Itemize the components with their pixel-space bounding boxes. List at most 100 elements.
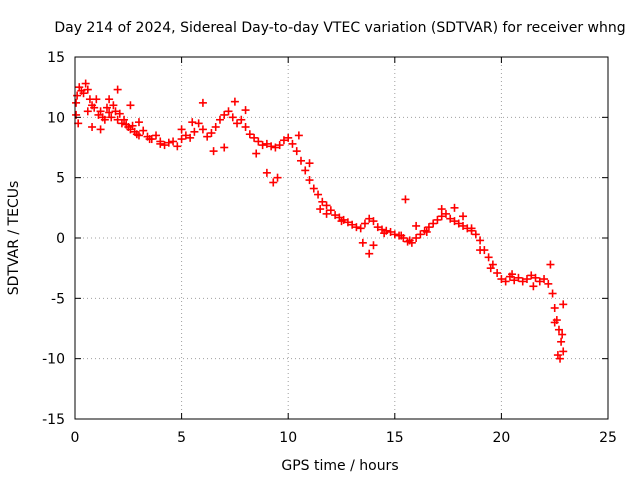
data-point bbox=[254, 137, 263, 146]
data-point bbox=[476, 236, 485, 245]
data-point bbox=[380, 229, 389, 238]
data-point bbox=[531, 273, 540, 282]
data-point bbox=[83, 107, 92, 116]
data-point bbox=[203, 132, 212, 141]
data-point bbox=[450, 217, 459, 226]
data-point bbox=[126, 101, 135, 110]
data-point bbox=[422, 227, 431, 236]
x-tick-label: 5 bbox=[177, 430, 186, 446]
data-point bbox=[397, 231, 406, 240]
data-point bbox=[115, 109, 124, 118]
data-point bbox=[373, 223, 382, 232]
data-point bbox=[540, 275, 549, 284]
data-point bbox=[484, 253, 493, 262]
data-point bbox=[401, 195, 410, 204]
data-point bbox=[262, 168, 271, 177]
y-tick-label: 0 bbox=[56, 231, 65, 247]
data-point bbox=[241, 106, 250, 115]
data-point bbox=[416, 230, 425, 239]
data-point bbox=[198, 98, 207, 107]
data-point bbox=[105, 95, 114, 104]
data-point bbox=[228, 113, 237, 122]
data-point bbox=[188, 118, 197, 127]
data-point bbox=[518, 277, 527, 286]
data-point bbox=[224, 107, 233, 116]
data-point bbox=[454, 219, 463, 228]
data-point bbox=[386, 227, 395, 236]
data-point bbox=[559, 347, 568, 356]
data-point bbox=[337, 217, 346, 226]
data-point bbox=[134, 118, 143, 127]
data-point bbox=[90, 103, 99, 112]
data-point bbox=[105, 108, 114, 117]
data-point bbox=[134, 131, 143, 140]
data-point bbox=[96, 107, 105, 116]
data-point bbox=[535, 277, 544, 286]
data-point bbox=[111, 107, 120, 116]
data-point bbox=[102, 103, 111, 112]
data-point bbox=[152, 131, 161, 140]
data-point bbox=[459, 221, 468, 230]
data-point bbox=[369, 217, 378, 226]
data-point bbox=[186, 133, 195, 142]
data-point bbox=[267, 142, 276, 151]
data-point bbox=[441, 209, 450, 218]
data-point bbox=[269, 178, 278, 187]
data-point bbox=[514, 273, 523, 282]
data-point bbox=[128, 121, 137, 130]
data-point bbox=[556, 354, 565, 363]
x-tick-label: 15 bbox=[386, 430, 404, 446]
data-point bbox=[181, 131, 190, 140]
data-point bbox=[326, 206, 335, 215]
data-point bbox=[284, 133, 293, 142]
data-point bbox=[88, 122, 97, 131]
x-tick-label: 20 bbox=[492, 430, 510, 446]
data-point bbox=[230, 97, 239, 106]
data-point bbox=[305, 159, 314, 168]
data-point bbox=[215, 115, 224, 124]
data-point bbox=[557, 337, 566, 346]
data-point bbox=[322, 209, 331, 218]
data-point bbox=[467, 224, 476, 233]
y-axis-label: SDTVAR / TECUs bbox=[6, 181, 22, 296]
data-point bbox=[314, 190, 323, 199]
data-point bbox=[79, 89, 88, 98]
data-point bbox=[177, 135, 186, 144]
data-point bbox=[497, 275, 506, 284]
data-point bbox=[305, 176, 314, 185]
x-tick-label: 0 bbox=[71, 430, 80, 446]
data-point bbox=[190, 127, 199, 136]
data-point bbox=[446, 214, 455, 223]
data-point bbox=[318, 197, 327, 206]
data-point bbox=[358, 238, 367, 247]
data-point bbox=[120, 115, 129, 124]
data-point bbox=[450, 203, 459, 212]
data-point bbox=[294, 131, 303, 140]
grid bbox=[75, 57, 608, 419]
x-tick-label: 25 bbox=[599, 430, 617, 446]
y-tick-label: 15 bbox=[47, 50, 65, 66]
data-point bbox=[113, 85, 122, 94]
data-point bbox=[220, 110, 229, 119]
y-tick-label: 10 bbox=[47, 110, 65, 126]
data-point bbox=[486, 264, 495, 273]
data-point bbox=[309, 184, 318, 193]
data-point bbox=[322, 201, 331, 210]
data-point bbox=[522, 275, 531, 284]
data-point bbox=[544, 279, 553, 288]
y-tick-label: -5 bbox=[51, 291, 65, 307]
data-point bbox=[160, 141, 169, 150]
axis-ticks: 0 5 10 15 20 25 -15 -10 -5 0 5 10 15 bbox=[42, 50, 617, 446]
data-point bbox=[527, 271, 536, 280]
data-point bbox=[107, 113, 116, 122]
data-point bbox=[81, 79, 90, 88]
data-point bbox=[250, 133, 259, 142]
data-point bbox=[296, 156, 305, 165]
data-point bbox=[156, 139, 165, 148]
data-point bbox=[412, 221, 421, 230]
data-point bbox=[258, 141, 267, 150]
data-point bbox=[365, 214, 374, 223]
data-point bbox=[331, 211, 340, 220]
data-point bbox=[288, 139, 297, 148]
chart-title: Day 214 of 2024, Sidereal Day-to-day VTE… bbox=[54, 20, 625, 36]
